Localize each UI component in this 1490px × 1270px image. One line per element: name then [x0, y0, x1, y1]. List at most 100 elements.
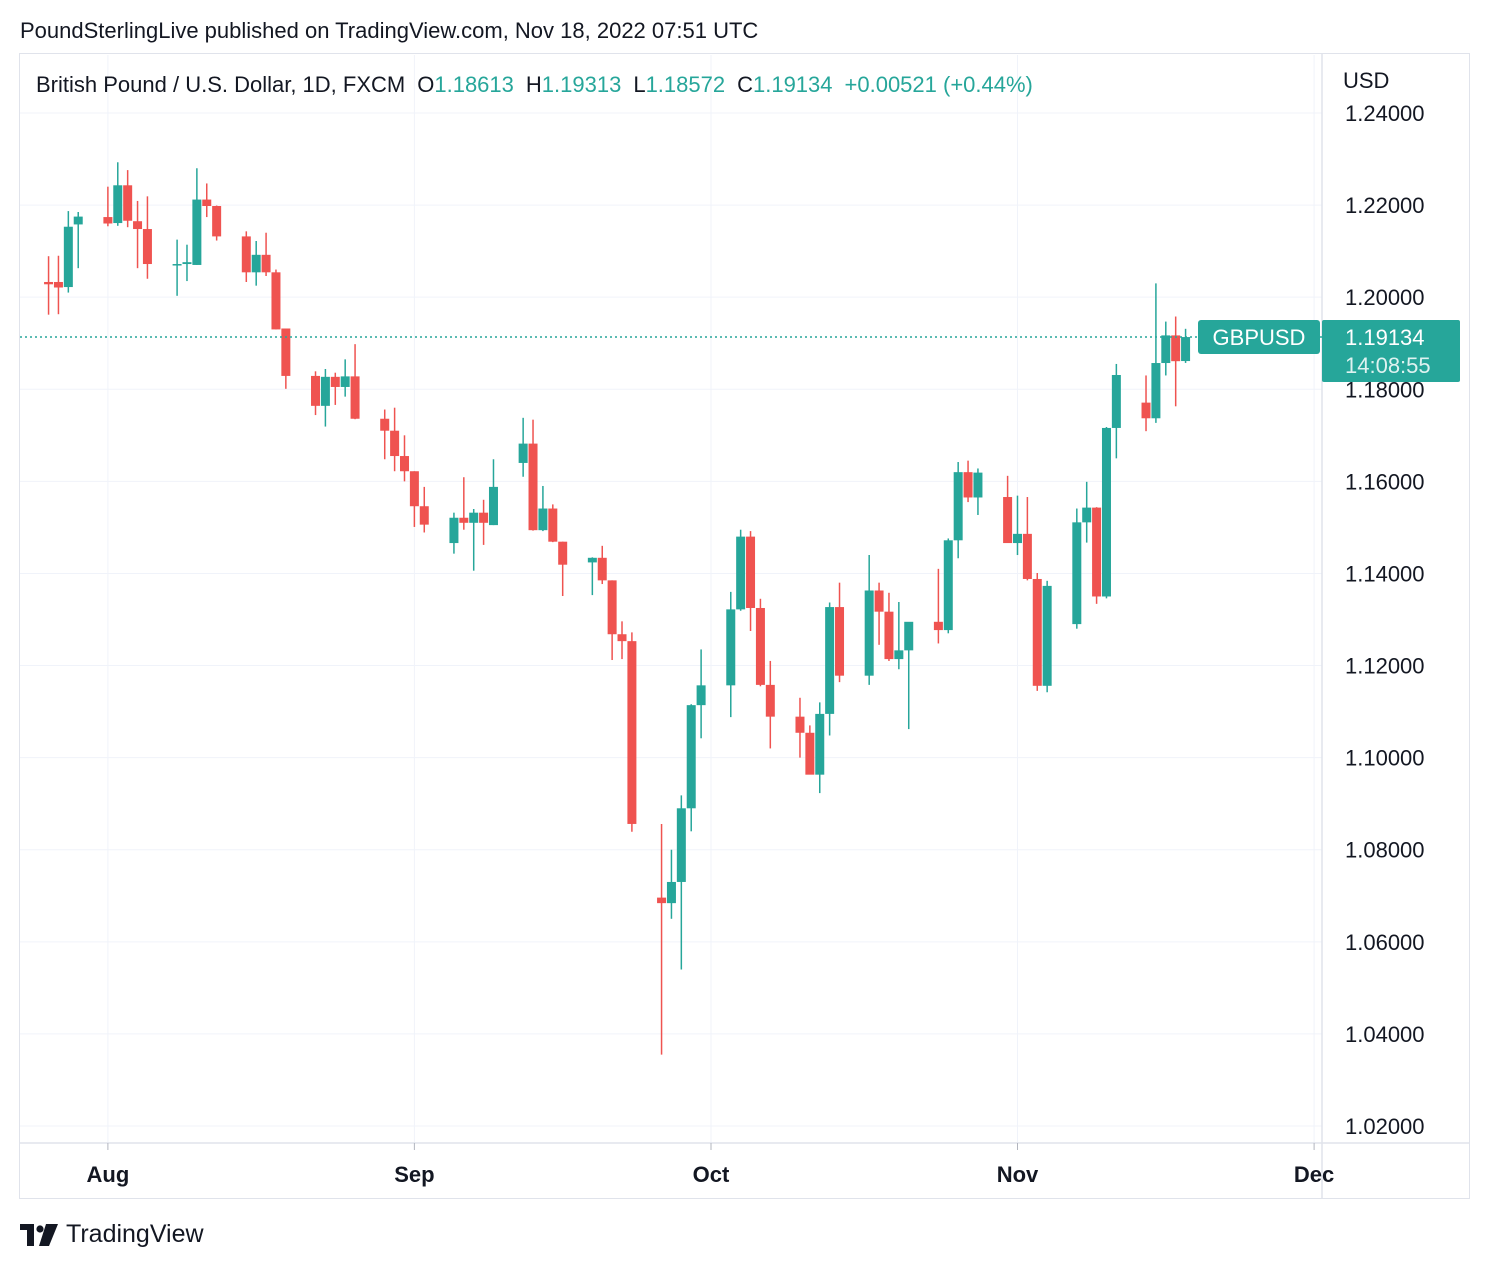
candle-down	[281, 328, 291, 389]
candle-body	[113, 185, 123, 224]
candle-body	[943, 540, 953, 631]
time-tick-label: Dec	[1294, 1162, 1334, 1187]
candle-body	[894, 650, 904, 660]
candle-body	[281, 328, 291, 376]
candle-down	[399, 435, 409, 482]
candle-body	[607, 580, 617, 635]
candle-up	[943, 538, 953, 634]
candle-body	[518, 443, 528, 463]
candle-up	[63, 211, 73, 293]
candle-body	[459, 517, 469, 523]
price-tick-label: 1.02000	[1345, 1114, 1425, 1139]
candle-up	[518, 417, 528, 477]
candle-body	[399, 456, 409, 472]
candle-down	[617, 621, 627, 660]
price-tick-label: 1.20000	[1345, 285, 1425, 310]
candle-down	[627, 632, 637, 832]
candle-body	[1101, 427, 1111, 597]
candle-up	[1072, 508, 1082, 629]
candle-up	[953, 462, 963, 559]
time-axis: Aug Sep Oct Nov Dec	[87, 1143, 1334, 1187]
candle-body	[686, 705, 696, 809]
low-value: 1.18572	[645, 72, 726, 97]
candle-down	[479, 499, 489, 545]
candle-down	[212, 205, 222, 241]
bar-countdown-tag: 14:08:55	[1345, 353, 1431, 378]
close-label: C	[737, 72, 753, 97]
candle-body	[142, 229, 152, 265]
high-label: H	[525, 72, 542, 97]
candle-body	[805, 732, 815, 775]
candle-up	[192, 168, 202, 265]
tradingview-brand[interactable]: TradingView	[20, 1220, 204, 1249]
last-price-tags: GBPUSD 1.19134 14:08:55	[1198, 320, 1460, 383]
candle-body	[657, 897, 667, 904]
candle-body	[469, 512, 479, 523]
candle-body	[320, 376, 330, 406]
candle-body	[815, 713, 825, 775]
candle-body	[726, 609, 736, 686]
candle-body	[597, 557, 607, 581]
candle-body	[1151, 363, 1161, 419]
candle-body	[666, 881, 676, 904]
candle-body	[479, 512, 489, 523]
currency-label: USD	[1343, 68, 1389, 93]
brand-name: TradingView	[66, 1220, 204, 1248]
candle-up	[815, 702, 825, 794]
price-tick-label: 1.06000	[1345, 930, 1425, 955]
price-tick-label: 1.12000	[1345, 654, 1425, 679]
candle-down	[44, 256, 54, 315]
candle-body	[1003, 497, 1013, 544]
candle-up	[182, 244, 192, 282]
candle-down	[241, 231, 251, 282]
candles	[44, 162, 1191, 1055]
candle-down	[835, 582, 845, 683]
candle-body	[1042, 585, 1052, 686]
candle-up	[1042, 580, 1052, 693]
candle-down	[123, 170, 133, 228]
candle-body	[676, 808, 686, 882]
candle-body	[884, 611, 894, 660]
candle-body	[1012, 533, 1022, 544]
change-value: +0.00521 (+0.44%)	[844, 72, 1033, 97]
close-value: 1.19134	[752, 72, 833, 97]
candle-body	[1161, 335, 1171, 364]
candle-body	[172, 264, 182, 266]
candle-body	[419, 506, 429, 525]
candle-up	[113, 162, 123, 226]
candle-down	[795, 697, 805, 758]
candle-down	[1032, 572, 1042, 691]
open-label: O	[417, 72, 435, 97]
candle-down	[933, 568, 943, 644]
price-tick-label: 1.04000	[1345, 1022, 1425, 1047]
candle-down	[746, 531, 756, 632]
published-by-text: PoundSterlingLive published on TradingVi…	[20, 18, 759, 43]
candle-down	[350, 344, 360, 420]
candle-body	[795, 716, 805, 733]
candle-up	[825, 602, 835, 736]
candle-up	[1161, 321, 1171, 376]
candle-body	[1171, 335, 1181, 362]
candle-up	[587, 557, 597, 596]
candle-body	[835, 607, 845, 676]
candle-body	[488, 486, 498, 526]
candle-down	[657, 823, 667, 1055]
candle-up	[696, 649, 706, 739]
candle-down	[558, 541, 568, 597]
chart-frame	[19, 53, 1470, 1199]
price-tick-label: 1.16000	[1345, 469, 1425, 494]
candle-down	[103, 186, 113, 227]
candle-body	[350, 376, 360, 419]
candle-up	[73, 211, 83, 269]
symbol-tag: GBPUSD	[1213, 325, 1306, 350]
candle-body	[330, 376, 340, 387]
symbol-tag-bg	[1198, 320, 1320, 355]
high-value: 1.19313	[541, 72, 622, 97]
candle-up	[736, 529, 746, 611]
candle-body	[133, 221, 143, 230]
candle-up	[488, 459, 498, 526]
candle-body	[212, 206, 222, 237]
candle-up	[686, 704, 696, 832]
candle-up	[172, 239, 182, 296]
